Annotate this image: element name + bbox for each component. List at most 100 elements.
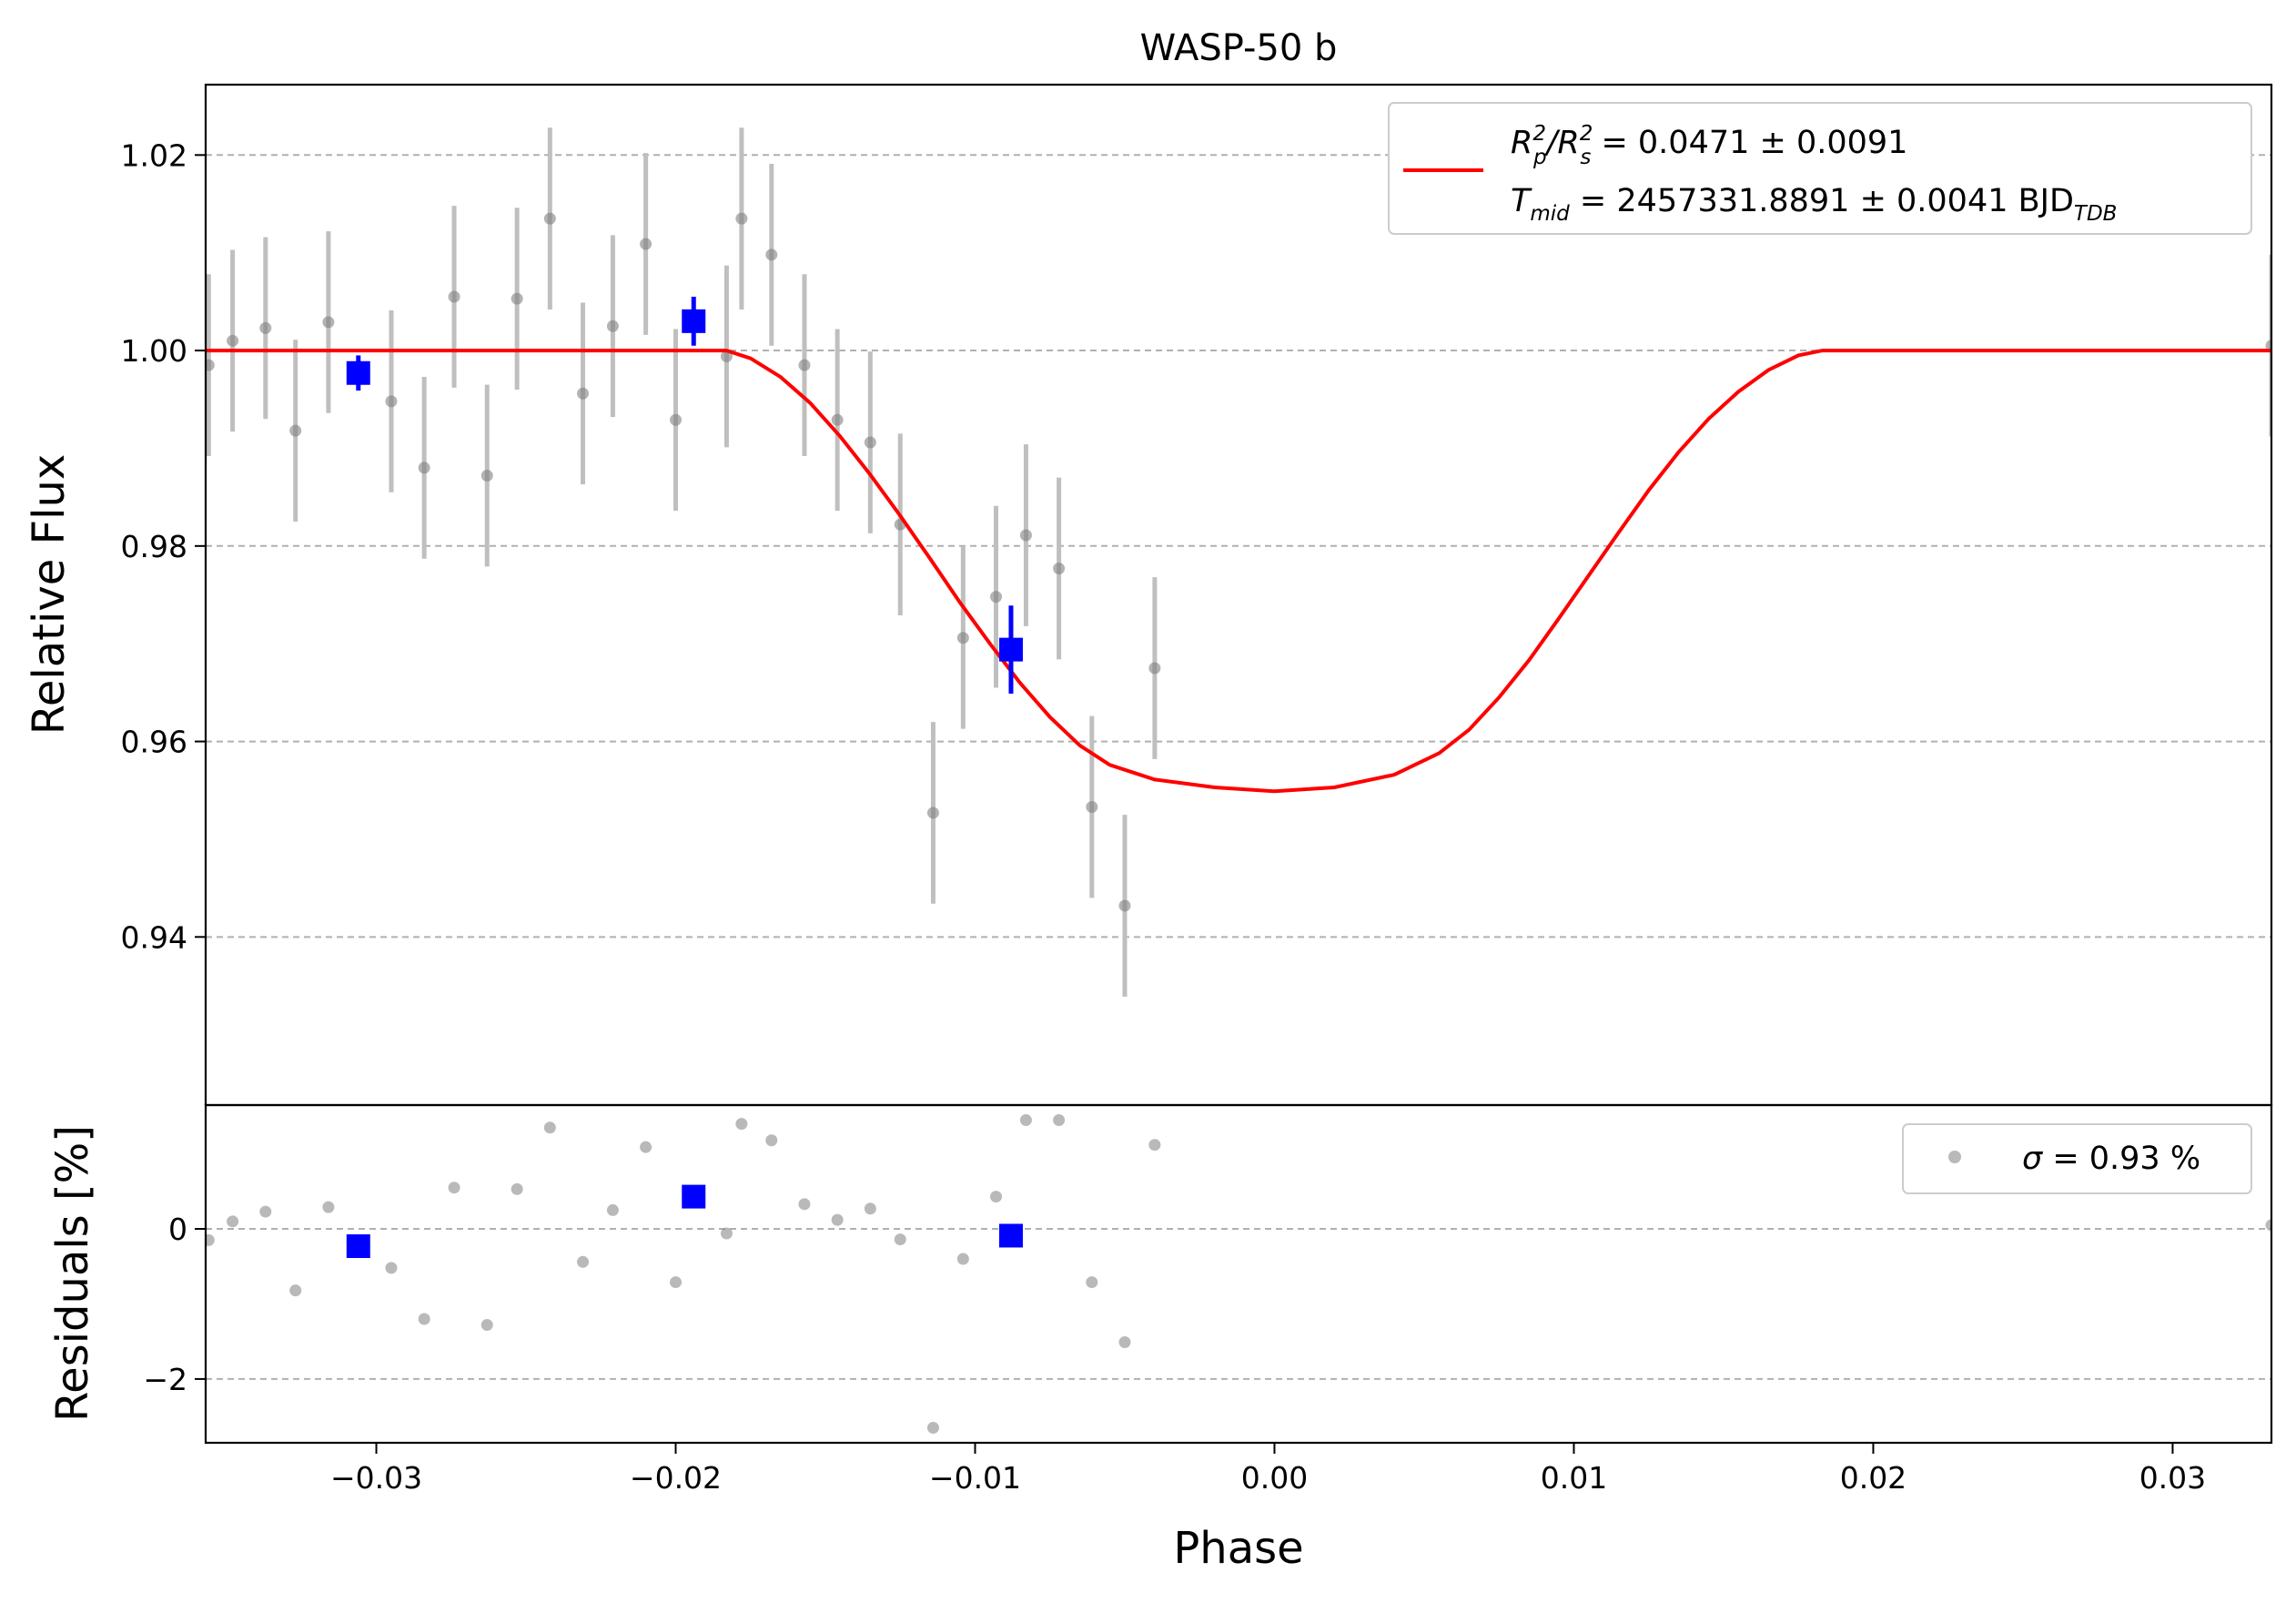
flux-y-tick-label: 0.98 (121, 529, 187, 564)
residual-raw-point (956, 1253, 969, 1265)
flux-y-tick-label: 0.94 (121, 919, 187, 955)
residual-raw-point (1053, 1113, 1066, 1126)
residual-raw-point (831, 1213, 844, 1226)
legend-mid-transit: Tmid = 2457331.8891 ± 0.0041 BJDTDB (1511, 183, 2117, 226)
residual-raw-point (926, 1422, 939, 1435)
residual-raw-point (606, 1203, 619, 1216)
residuals-grid (206, 1228, 2271, 1380)
flux-binned-point (346, 360, 370, 385)
residual-raw-point (289, 1284, 302, 1297)
flux-raw-point (206, 359, 215, 371)
flux-raw-point (322, 316, 335, 329)
x-axis-label: Phase (1173, 1523, 1303, 1574)
legend-residual-marker (1948, 1151, 1961, 1163)
x-tick-label: −0.02 (630, 1460, 722, 1496)
residual-raw-point (227, 1215, 239, 1228)
legend-sigma: σ = 0.93 % (2022, 1141, 2200, 1177)
flux-raw-point (1118, 899, 1131, 912)
residual-binned-point (998, 1223, 1023, 1248)
flux-raw-point (543, 212, 556, 225)
flux-y-tick-label: 0.96 (121, 725, 187, 760)
flux-raw-point (640, 238, 652, 250)
flux-raw-point (670, 413, 683, 426)
residual-binned-point (346, 1233, 370, 1258)
flux-raw-points (206, 127, 2271, 997)
flux-binned-point (998, 637, 1023, 662)
residual-raw-point (798, 1198, 811, 1211)
flux-raw-point (448, 290, 460, 303)
residual-raw-point (864, 1202, 876, 1215)
residuals-legend: σ = 0.93 % (1902, 1123, 2252, 1194)
flux-raw-point (1086, 801, 1098, 814)
flux-raw-point (259, 321, 272, 334)
x-tick-label: −0.01 (929, 1460, 1021, 1496)
flux-raw-point (864, 436, 876, 449)
residuals-y-ticks: −2 0 (143, 1212, 206, 1397)
residual-raw-point (670, 1276, 683, 1289)
residual-raw-point (385, 1262, 398, 1274)
residual-y-tick-label: −2 (143, 1362, 187, 1397)
flux-raw-point (418, 462, 430, 474)
flux-binned-point (682, 309, 706, 333)
x-tick-label: −0.03 (330, 1460, 422, 1496)
residual-raw-point (259, 1205, 272, 1218)
residuals-legend-box (1902, 1123, 2252, 1194)
flux-raw-point (577, 387, 590, 400)
residual-raw-point (543, 1121, 556, 1134)
flux-raw-point (956, 632, 969, 644)
flux-y-ticks: 0.94 0.96 0.98 1.00 1.02 (121, 137, 206, 955)
flux-panel: 0.94 0.96 0.98 1.00 1.02 Relative Flux R2 p/R… (24, 83, 2273, 1107)
flux-raw-point (831, 413, 844, 426)
transit-model-line (206, 349, 2271, 794)
flux-raw-point (227, 334, 239, 347)
residual-raw-point (990, 1191, 1003, 1203)
flux-raw-point (1148, 662, 1161, 675)
residual-binned-point (682, 1184, 706, 1209)
residual-raw-point (1019, 1113, 1032, 1126)
flux-raw-point (480, 470, 493, 482)
flux-raw-point (798, 359, 811, 371)
residual-raw-point (511, 1182, 523, 1195)
residual-raw-point (640, 1141, 652, 1153)
residual-raw-point (735, 1118, 748, 1131)
residuals-axes-frame (204, 1103, 2273, 1445)
residual-raw-point (322, 1201, 335, 1213)
residual-raw-point (894, 1233, 906, 1246)
residual-raw-point (1118, 1336, 1131, 1349)
flux-binned-points (346, 297, 1023, 694)
residual-raw-point (206, 1233, 215, 1246)
residual-raw-point (1148, 1139, 1161, 1152)
flux-raw-point (1053, 563, 1066, 575)
residual-raw-point (1086, 1276, 1098, 1289)
flux-raw-point (511, 292, 523, 305)
residual-raw-point (448, 1182, 460, 1194)
residual-raw-point (765, 1134, 778, 1147)
chart-title: WASP-50 b (1140, 27, 1338, 69)
flux-raw-point (2265, 340, 2271, 352)
flux-raw-point (926, 807, 939, 819)
legend-radius-ratio: R2 p/R2 s = 0.0471 ± 0.0091 (1511, 122, 1907, 169)
residual-raw-point (2265, 1219, 2271, 1232)
residual-raw-point (577, 1255, 590, 1268)
flux-legend: R2 p/R2 s = 0.0471 ± 0.0091 Tmid = 2457331… (1388, 102, 2252, 235)
residuals-y-axis-label: Residuals [%] (47, 1125, 98, 1422)
flux-y-tick-label: 1.02 (121, 137, 187, 173)
flux-raw-point (385, 395, 398, 408)
x-tick-label: 0.01 (1541, 1460, 1607, 1496)
flux-raw-point (289, 424, 302, 437)
flux-legend-box (1388, 102, 2252, 235)
flux-raw-point (990, 591, 1003, 604)
residuals-panel: −2 0 Residuals [%] σ = 0.93 % (47, 1103, 2273, 1445)
flux-raw-point (765, 249, 778, 261)
x-tick-label: 0.00 (1241, 1460, 1308, 1496)
residual-raw-point (720, 1227, 733, 1240)
residual-raw-points (206, 1113, 2271, 1435)
residual-y-tick-label: 0 (168, 1212, 187, 1247)
residual-raw-point (480, 1319, 493, 1332)
flux-raw-point (735, 212, 748, 225)
x-ticks: −0.03 −0.02 −0.01 0.00 0.01 0.02 0.03 (330, 1443, 2206, 1496)
flux-raw-point (606, 320, 619, 332)
residual-binned-points (346, 1184, 1023, 1258)
flux-raw-point (1019, 529, 1032, 542)
